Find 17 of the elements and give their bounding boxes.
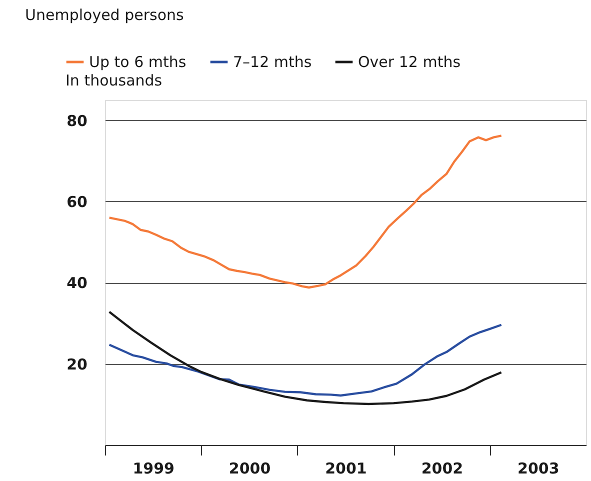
legend-label: Over 12 mths bbox=[358, 53, 461, 71]
y-axis-title: In thousands bbox=[66, 72, 162, 90]
x-tick-label: 2001 bbox=[325, 460, 367, 478]
x-tick-label: 2003 bbox=[518, 460, 560, 478]
chart-title: Unemployed persons bbox=[25, 6, 184, 24]
x-tick-label: 2002 bbox=[421, 460, 464, 478]
y-tick-label: 40 bbox=[66, 274, 88, 292]
y-tick-label: 20 bbox=[66, 355, 88, 374]
y-tick-label: 80 bbox=[66, 112, 88, 130]
legend-label: Up to 6 mths bbox=[89, 53, 186, 71]
y-tick-label: 60 bbox=[66, 192, 88, 211]
line-series bbox=[108, 324, 502, 397]
x-tick-label: 2000 bbox=[228, 460, 271, 478]
legend-label: 7–12 mths bbox=[233, 53, 312, 71]
line-series bbox=[108, 310, 502, 406]
line-series bbox=[108, 134, 502, 289]
x-tick-label: 1999 bbox=[132, 460, 174, 478]
